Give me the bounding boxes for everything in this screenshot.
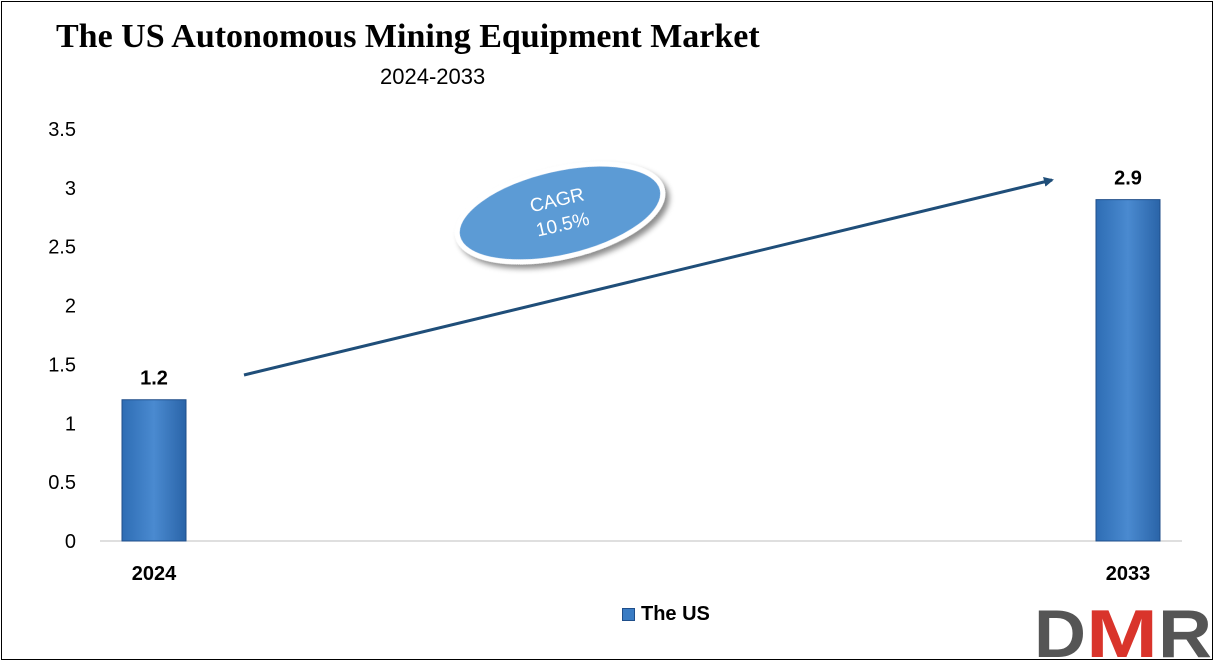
legend: The US	[622, 603, 710, 626]
data-label-2024: 1.2	[140, 368, 168, 390]
y-tick-label: 0	[65, 531, 76, 553]
bars-group: 1.2 2.9	[121, 168, 1161, 542]
cagr-callout: CAGR 10.5%	[454, 161, 666, 265]
y-tick-label: 2	[65, 296, 76, 318]
logo-letter-r: R	[1158, 599, 1212, 659]
y-tick-label: 1.5	[48, 354, 76, 376]
y-axis-ticks: 0 0.5 1 1.5 2 2.5 3 3.5	[48, 119, 76, 553]
y-tick-label: 0.5	[48, 472, 76, 494]
growth-arrow	[243, 177, 1054, 377]
chart-subtitle: 2024-2033	[380, 64, 486, 89]
bar-2024	[121, 399, 187, 542]
data-label-2033: 2.9	[1114, 168, 1142, 190]
legend-label: The US	[641, 603, 710, 625]
y-tick-label: 2.5	[48, 237, 76, 259]
x-axis-labels: 2024 2033	[132, 563, 1151, 585]
chart-title: The US Autonomous Mining Equipment Marke…	[56, 18, 760, 55]
bar-2033	[1095, 199, 1161, 542]
x-tick-label-2024: 2024	[132, 563, 177, 585]
y-tick-label: 3	[65, 178, 76, 200]
logo-letter-d: D	[1034, 599, 1086, 659]
y-tick-label: 1	[65, 413, 76, 435]
x-tick-label-2033: 2033	[1106, 563, 1151, 585]
logo-letter-m: M	[1086, 599, 1158, 659]
legend-swatch	[622, 608, 635, 621]
y-tick-label: 3.5	[48, 119, 76, 141]
